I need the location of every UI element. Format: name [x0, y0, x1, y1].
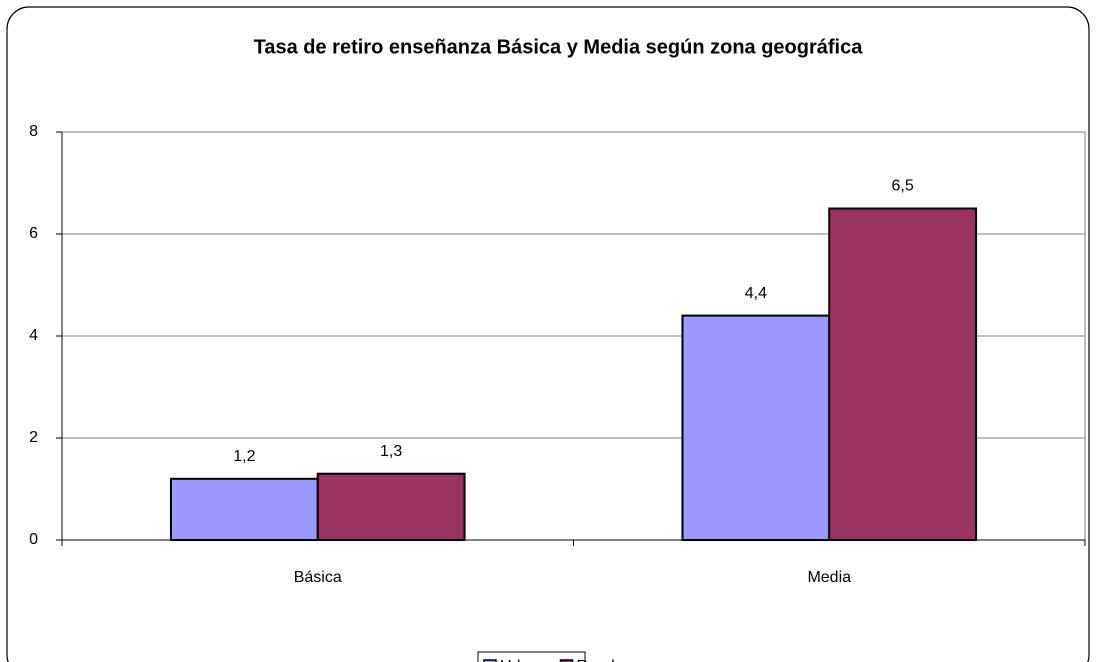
value-label: 1,2 — [233, 448, 255, 465]
bar — [169, 477, 319, 541]
legend-box — [477, 651, 586, 662]
y-tick-label: 2 — [29, 429, 38, 446]
value-label: 1,3 — [380, 443, 402, 460]
value-label: 4,4 — [745, 285, 767, 302]
legend-label: Urbano — [500, 658, 553, 662]
legend-swatch — [559, 659, 574, 662]
bar — [681, 314, 831, 541]
legend-swatch — [483, 659, 497, 662]
value-label: 6,5 — [892, 178, 914, 195]
y-tick-label: 6 — [29, 225, 38, 242]
y-tick-label: 0 — [29, 531, 38, 548]
x-tick-label: Media — [807, 569, 851, 586]
bar — [828, 207, 978, 541]
y-tick-label: 4 — [29, 327, 38, 344]
chart-title: Tasa de retiro enseñanza Básica y Media … — [254, 36, 864, 58]
x-tick-label: Básica — [294, 569, 342, 586]
legend-label: Rural — [576, 658, 614, 662]
y-tick-label: 8 — [29, 123, 38, 140]
bar — [316, 472, 466, 542]
